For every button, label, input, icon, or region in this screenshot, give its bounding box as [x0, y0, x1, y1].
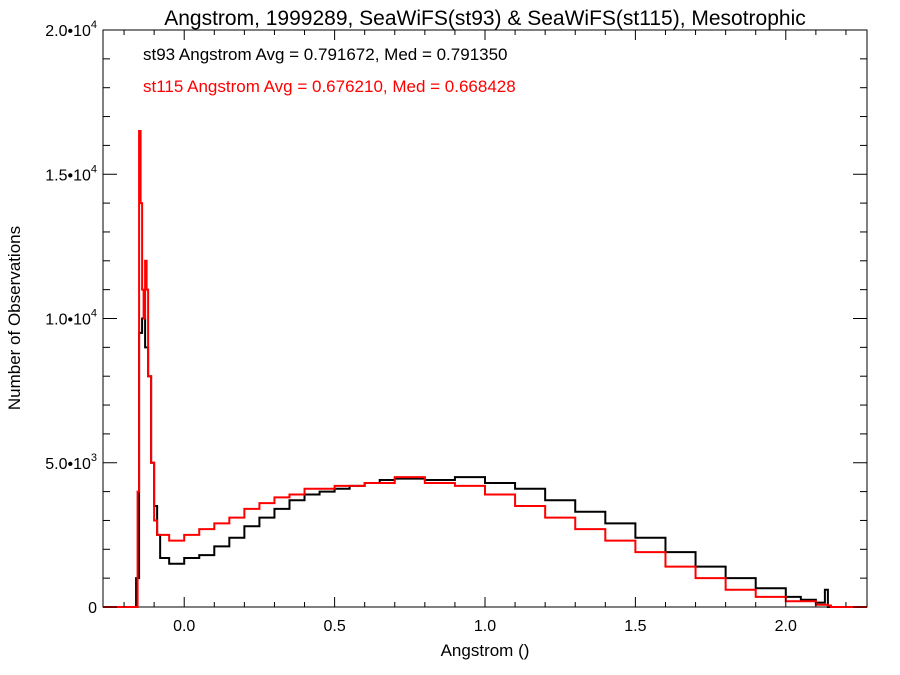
annotation-st93: st93 Angstrom Avg = 0.791672, Med = 0.79…: [143, 45, 508, 64]
plot-frame: [102, 29, 868, 608]
y-axis: 0 5.0•103 1.0•104 1.5•104 2.0•104: [45, 19, 867, 617]
y-tick-label-1: 5.0•103: [45, 452, 97, 473]
x-tick-label-0: 0.0: [173, 618, 195, 635]
chart-title: Angstrom, 1999289, SeaWiFS(st93) & SeaWi…: [164, 7, 806, 30]
y-tick-label-0: 0: [88, 600, 97, 617]
series-layer: [103, 129, 867, 608]
y-tick-label-2: 1.0•104: [45, 308, 97, 329]
x-tick-label-4: 2.0: [775, 618, 797, 635]
y-tick-label-3: 1.5•104: [45, 163, 97, 184]
x-axis: 0.0 0.5 1.0 1.5 2.0: [123, 30, 847, 635]
x-axis-label: Angstrom (): [441, 641, 530, 660]
y-tick-label-4: 2.0•104: [45, 19, 97, 40]
series-line-1: [103, 129, 867, 608]
x-tick-label-1: 0.5: [323, 618, 345, 635]
annotation-st115: st115 Angstrom Avg = 0.676210, Med = 0.6…: [143, 77, 516, 96]
x-tick-label-3: 1.5: [624, 618, 646, 635]
series-line-0: [103, 317, 867, 608]
x-tick-label-2: 1.0: [474, 618, 496, 635]
y-axis-label: Number of Observations: [5, 226, 24, 410]
